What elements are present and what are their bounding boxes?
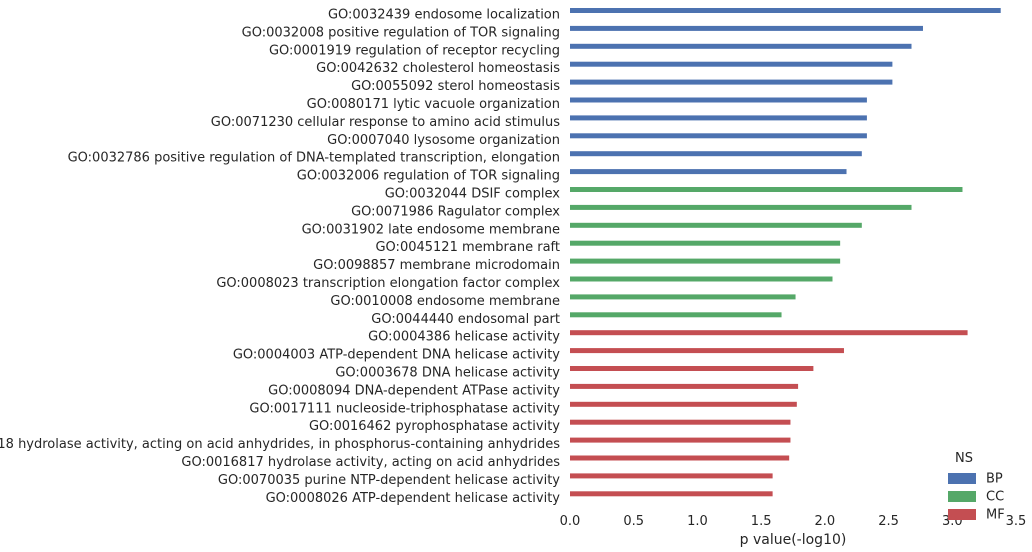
bar-cc xyxy=(570,204,912,210)
bar-bp xyxy=(570,97,867,103)
bars xyxy=(570,8,1001,497)
x-tick-label: 2.0 xyxy=(815,514,836,529)
category-label: GO:0032006 regulation of TOR signaling xyxy=(297,169,560,184)
category-label: GO:0007040 lysosome organization xyxy=(327,133,560,148)
bar-mf xyxy=(570,330,968,336)
category-label: GO:0016818 hydrolase activity, acting on… xyxy=(0,437,560,452)
legend-title: NS xyxy=(955,451,973,466)
x-axis-ticks: 0.0 0.5 1.0 1.5 2.0 2.5 3.0 3.5 xyxy=(560,514,1027,529)
category-label: GO:0032786 positive regulation of DNA-te… xyxy=(68,151,560,166)
category-label: GO:0045121 membrane raft xyxy=(375,240,560,255)
bar-mf xyxy=(570,473,773,479)
category-label: GO:0004386 helicase activity xyxy=(368,330,560,345)
x-axis-title: p value(-log10) xyxy=(740,532,847,548)
category-label: GO:0003678 DNA helicase activity xyxy=(335,366,560,381)
x-tick-label: 1.0 xyxy=(687,514,708,529)
bar-cc xyxy=(570,258,841,264)
bar-bp xyxy=(570,25,923,31)
category-label: GO:0017111 nucleoside-triphosphatase act… xyxy=(249,401,560,416)
bar-cc xyxy=(570,187,963,192)
x-tick-label: 0.0 xyxy=(560,514,581,529)
bar-bp xyxy=(570,115,867,121)
legend-swatch-cc xyxy=(948,491,976,502)
legend-label-mf: MF xyxy=(986,508,1005,523)
bar-mf xyxy=(570,348,844,354)
bar-bp xyxy=(570,79,893,85)
category-label: GO:0031902 late endosome membrane xyxy=(302,222,560,237)
category-label: GO:0032044 DSIF complex xyxy=(385,187,561,202)
category-label: GO:0008023 transcription elongation fact… xyxy=(216,276,560,291)
bar-mf xyxy=(570,455,790,461)
category-label: GO:0098857 membrane microdomain xyxy=(313,258,560,273)
category-label: GO:0008026 ATP-dependent helicase activi… xyxy=(266,491,561,506)
category-label: GO:0010008 endosome membrane xyxy=(330,294,560,309)
bar-mf xyxy=(570,437,791,443)
bar-cc xyxy=(570,240,841,246)
bar-bp xyxy=(570,61,893,67)
legend: NS BP CC MF xyxy=(948,451,1005,523)
legend-label-bp: BP xyxy=(986,472,1003,487)
bar-cc xyxy=(570,222,862,228)
legend-label-cc: CC xyxy=(986,490,1004,505)
category-labels: GO:0032439 endosome localization GO:00320… xyxy=(0,8,560,506)
x-tick-label: 1.5 xyxy=(751,514,772,529)
category-label: GO:0071230 cellular response to amino ac… xyxy=(211,115,560,130)
bar-mf xyxy=(570,419,791,425)
legend-swatch-mf xyxy=(948,509,976,520)
bar-mf xyxy=(570,491,773,497)
category-label: GO:0070035 purine NTP-dependent helicase… xyxy=(218,473,560,488)
category-label: GO:0055092 sterol homeostasis xyxy=(351,79,560,94)
category-label: GO:0001919 regulation of receptor recycl… xyxy=(269,43,560,58)
bar-bp xyxy=(570,169,847,175)
category-label: GO:0016817 hydrolase activity, acting on… xyxy=(181,455,560,470)
bar-bp xyxy=(570,133,867,139)
category-label: GO:0008094 DNA-dependent ATPase activity xyxy=(268,383,560,398)
bar-mf xyxy=(570,366,814,371)
category-label: GO:0042632 cholesterol homeostasis xyxy=(316,61,560,76)
bar-mf xyxy=(570,401,797,407)
bar-cc xyxy=(570,312,782,318)
x-tick-label: 0.5 xyxy=(623,514,644,529)
category-label: GO:0044440 endosomal part xyxy=(371,312,560,327)
bar-bp xyxy=(570,43,912,49)
bar-mf xyxy=(570,383,799,389)
category-label: GO:0032439 endosome localization xyxy=(328,8,560,23)
bar-cc xyxy=(570,294,796,300)
category-label: GO:0004003 ATP-dependent DNA helicase ac… xyxy=(233,348,560,363)
legend-swatch-bp xyxy=(948,473,976,484)
bar-bp xyxy=(570,8,1001,13)
x-tick-label: 2.5 xyxy=(878,514,899,529)
category-label: GO:0080171 lytic vacuole organization xyxy=(307,97,560,112)
category-label: GO:0071986 Ragulator complex xyxy=(351,204,560,219)
category-label: GO:0016462 pyrophosphatase activity xyxy=(309,419,560,434)
bar-bp xyxy=(570,151,862,157)
x-tick-label: 3.5 xyxy=(1006,514,1027,529)
bar-cc xyxy=(570,276,833,282)
category-label: GO:0032008 positive regulation of TOR si… xyxy=(242,25,560,40)
